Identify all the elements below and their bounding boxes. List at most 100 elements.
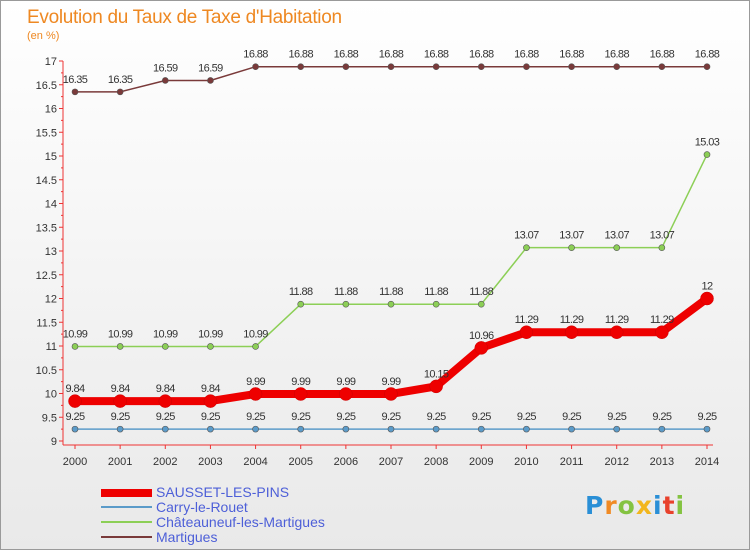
data-point [248,387,263,401]
data-point [658,63,666,70]
y-tick-label: 10 [45,389,57,401]
y-tick-label: 16 [45,104,57,116]
legend-label-carry: Carry-le-Rouet [156,499,248,515]
y-tick-label: 9.5 [42,412,57,424]
data-point [613,244,621,251]
data-point [252,343,259,350]
data-label: 11.29 [605,314,629,326]
data-point [71,343,79,350]
data-label: 9.25 [201,411,220,423]
data-point [207,425,214,433]
data-point [432,63,440,70]
data-label: 13.07 [650,230,675,242]
legend-label-martigues: Martigues [156,529,218,545]
x-tick-label: 2008 [424,456,448,468]
data-point [71,425,79,433]
data-point [568,244,575,251]
data-point [116,88,124,96]
data-label: 9.25 [697,411,716,423]
y-tick-label: 10.5 [36,365,57,377]
data-point [252,63,259,70]
data-point [703,425,711,433]
data-point [161,425,169,433]
data-point [609,325,624,339]
data-label: 16.88 [650,49,675,61]
data-point [68,394,82,408]
data-point [477,300,485,308]
data-point [703,151,711,158]
data-label: 11.88 [334,286,358,298]
data-label: 16.88 [379,49,404,61]
data-point [116,343,124,350]
data-label: 16.59 [153,62,178,74]
legend-swatch-carry [101,506,152,508]
data-label: 13.07 [604,230,629,242]
data-label: 11.88 [379,286,403,298]
data-point [203,394,218,408]
data-point [519,325,534,339]
data-label: 16.59 [198,62,223,74]
data-point [477,425,485,433]
data-label: 9.84 [156,383,175,395]
data-label: 9.84 [111,383,130,395]
data-label: 12 [701,281,713,293]
chart-unit-label: (en %) [27,30,60,42]
x-tick-label: 2004 [243,456,267,468]
chart-title: Evolution du Taux de Taxe d'Habitation [27,7,342,28]
data-label: 9.25 [472,411,491,423]
data-point [564,325,579,339]
data-point [297,63,305,70]
y-tick-label: 9 [51,436,57,448]
x-tick-label: 2003 [198,456,222,468]
y-tick-label: 14.5 [36,175,57,187]
data-label: 10.99 [153,328,178,340]
x-tick-label: 2002 [153,456,177,468]
data-label: 11.88 [289,286,313,298]
x-tick-label: 2011 [560,456,584,468]
data-label: 16.88 [514,49,539,61]
data-label: 9.84 [201,383,220,395]
data-point [387,425,395,433]
data-point [432,300,440,308]
data-point [523,425,530,433]
data-label: 10.99 [63,328,88,340]
y-tick-label: 16.5 [36,80,57,92]
data-point [297,300,305,308]
data-point [568,425,575,433]
data-point [658,244,666,251]
data-point [342,300,350,308]
data-label: 9.99 [291,376,310,388]
data-point [523,63,530,70]
data-point [523,244,530,251]
data-label: 16.35 [63,74,88,86]
data-point [703,63,711,70]
data-label: 10.99 [108,328,133,340]
data-label: 10.96 [469,330,494,342]
x-tick-label: 2010 [514,456,538,468]
y-tick-label: 13.5 [36,222,57,234]
data-point [474,341,489,355]
data-point [387,63,395,70]
data-label: 16.88 [604,49,629,61]
data-label: 16.88 [469,49,494,61]
data-point [71,88,79,96]
data-label: 11.88 [469,286,493,298]
y-tick-label: 14 [45,199,57,211]
data-point [613,63,621,70]
data-label: 11.29 [650,314,674,326]
data-label: 9.99 [381,376,400,388]
legend-swatch-martigues [101,536,152,538]
data-label: 16.88 [424,49,449,61]
data-label: 9.25 [381,411,400,423]
data-label: 9.25 [607,411,626,423]
data-point [384,387,398,401]
y-tick-label: 11 [46,341,57,353]
data-point [161,77,169,84]
data-label: 9.25 [291,411,310,423]
data-point [655,325,669,339]
data-label: 15.03 [695,137,720,149]
data-point [161,343,169,350]
data-label: 10.99 [243,328,268,340]
